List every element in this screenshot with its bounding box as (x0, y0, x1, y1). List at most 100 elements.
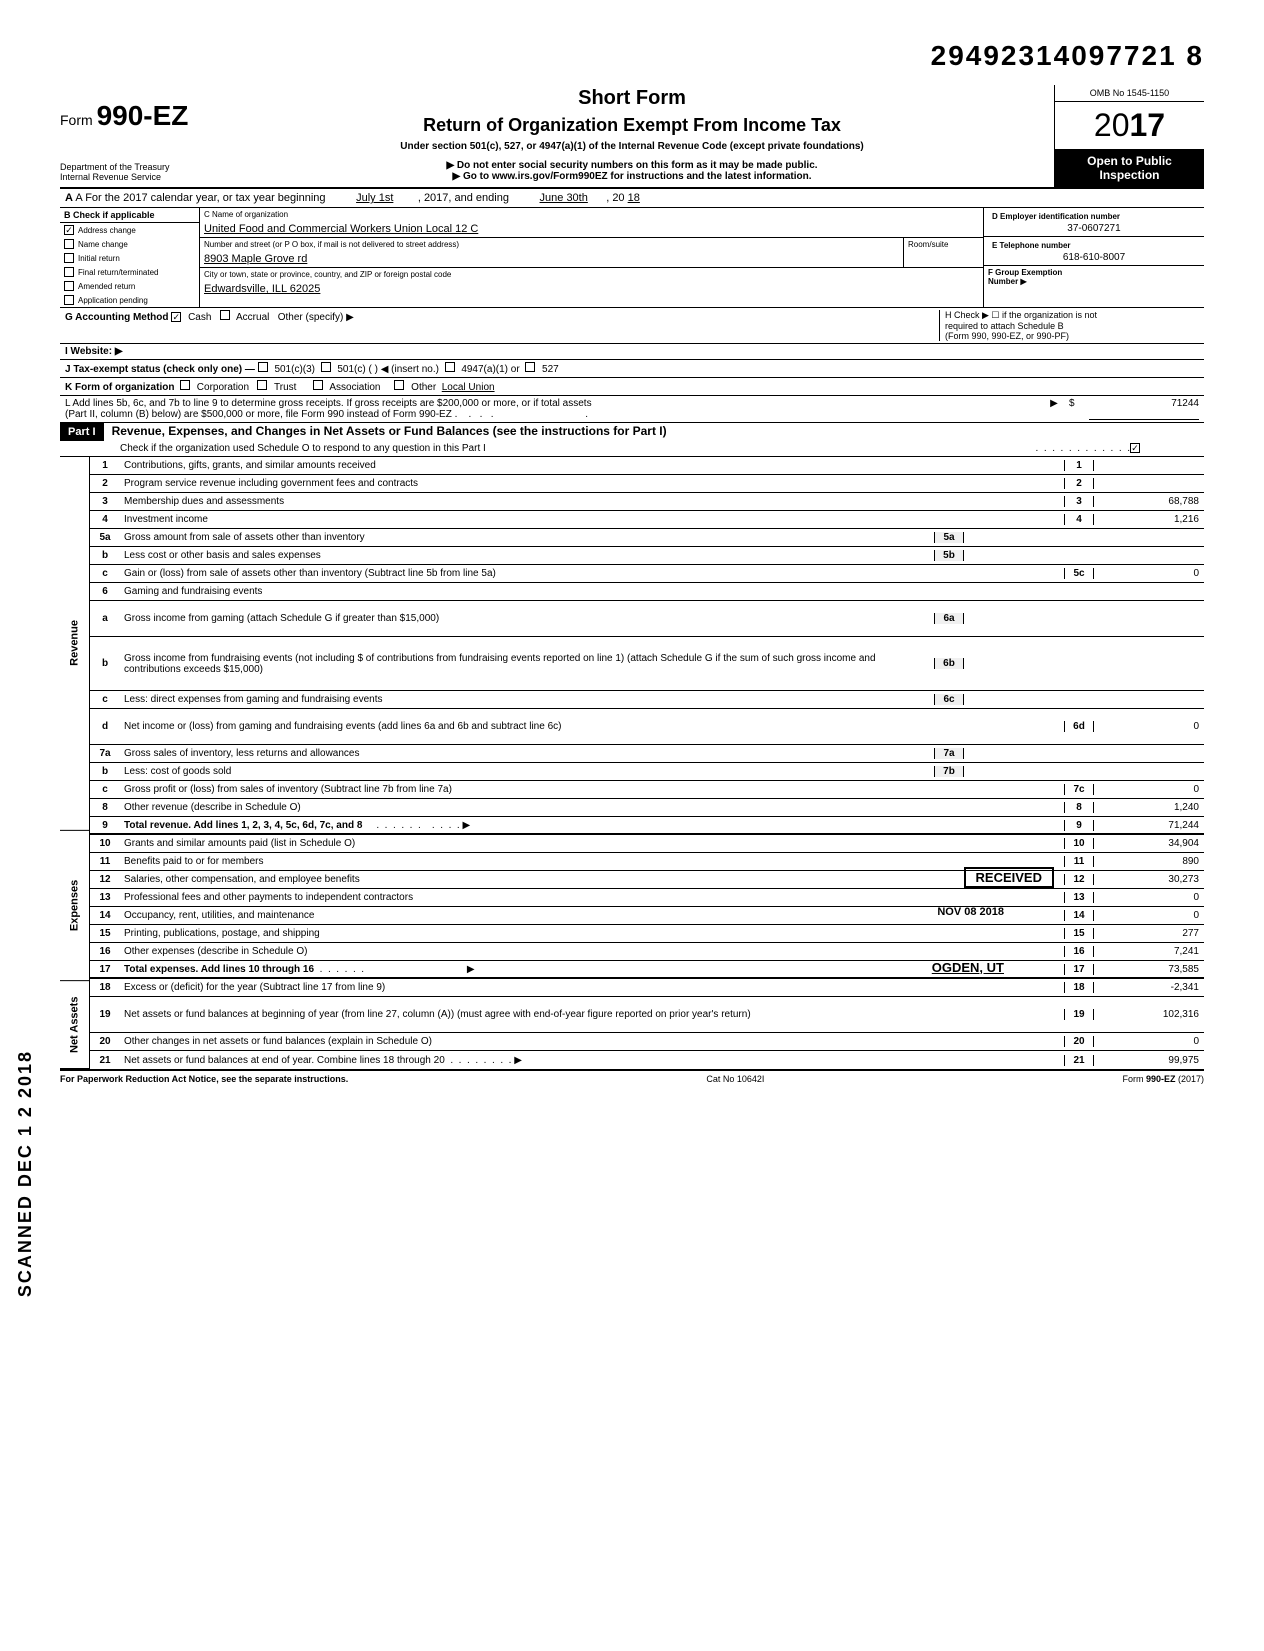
form-number-big: 990-EZ (97, 100, 189, 131)
line-17: 17 Total expenses. Add lines 10 through … (90, 961, 1204, 979)
line-5c: c Gain or (loss) from sale of assets oth… (90, 565, 1204, 583)
scanned-stamp: SCANNED DEC 1 2 2018 (15, 1050, 36, 1297)
group-exemption-label: F Group Exemption (988, 268, 1062, 277)
line-6c: c Less: direct expenses from gaming and … (90, 691, 1204, 709)
group-exemption-number: Number ▶ (988, 277, 1027, 286)
revenue-label: Revenue (60, 457, 89, 831)
line-7c: c Gross profit or (loss) from sales of i… (90, 781, 1204, 799)
lines-container: 1 Contributions, gifts, grants, and simi… (90, 457, 1204, 1069)
page-footer: For Paperwork Reduction Act Notice, see … (60, 1071, 1204, 1084)
ssn-note: ▶ Do not enter social security numbers o… (220, 160, 1044, 171)
trust-checkbox[interactable] (257, 380, 267, 390)
line-3: 3 Membership dues and assessments 3 68,7… (90, 493, 1204, 511)
checkbox-initial-return[interactable]: Initial return (60, 251, 199, 265)
checkbox-pending[interactable]: Application pending (60, 293, 199, 307)
room-label: Room/suite (904, 238, 983, 251)
section-g-h: G Accounting Method ✓ Cash Accrual Other… (60, 308, 1204, 344)
section-a-suffix: , 20 (606, 192, 624, 204)
arrow-l: ▶ (1039, 398, 1069, 420)
501c-checkbox[interactable] (321, 362, 331, 372)
corp-checkbox[interactable] (180, 380, 190, 390)
public-inspection: Open to Public Inspection (1055, 149, 1204, 187)
form-number: Form 990-EZ (60, 100, 210, 132)
line-6d: d Net income or (loss) from gaming and f… (90, 709, 1204, 745)
line-18: 18 Excess or (deficit) for the year (Sub… (90, 979, 1204, 997)
subtitle: Under section 501(c), 527, or 4947(a)(1)… (220, 141, 1044, 152)
accrual-checkbox[interactable] (220, 310, 230, 320)
checkbox-final-return[interactable]: Final return/terminated (60, 265, 199, 279)
ein-label: D Employer identification number (988, 210, 1200, 223)
line-19: 19 Net assets or fund balances at beginn… (90, 997, 1204, 1033)
line-13: 13 Professional fees and other payments … (90, 889, 1204, 907)
omb-number: OMB No 1545-1150 (1055, 85, 1204, 102)
form-label-box: Form 990-EZ Department of the Treasury I… (60, 100, 210, 187)
dept-label: Department of the Treasury Internal Reve… (60, 162, 210, 182)
received-office: OGDEN, UT (932, 960, 1004, 975)
year-box: OMB No 1545-1150 2017 Open to Public Ins… (1054, 85, 1204, 187)
section-h: H Check ▶ ☐ if the organization is not r… (939, 310, 1199, 341)
short-form-title: Short Form (220, 87, 1044, 110)
section-l: L Add lines 5b, 6c, and 7b to line 9 to … (60, 396, 1204, 423)
line-7b: b Less: cost of goods sold 7b (90, 763, 1204, 781)
netassets-label: Net Assets (60, 981, 89, 1069)
city-label: City or town, state or province, country… (200, 268, 983, 281)
section-c: C Name of organization United Food and C… (200, 208, 984, 307)
phone-value: 618-610-8007 (988, 252, 1200, 263)
section-a-label: A For the 2017 calendar year, or tax yea… (75, 192, 325, 204)
501c3-checkbox[interactable] (258, 362, 268, 372)
form-header: Form 990-EZ Department of the Treasury I… (60, 82, 1204, 189)
checkbox-amended[interactable]: Amended return (60, 279, 199, 293)
line-6b: b Gross income from fundraising events (… (90, 637, 1204, 691)
section-i: I Website: ▶ (60, 344, 1204, 360)
section-b: B Check if applicable ✓Address change Na… (60, 208, 200, 307)
year-end: June 30th (540, 192, 588, 204)
part1-title: Revenue, Expenses, and Changes in Net As… (107, 421, 672, 441)
schedule-o-note: Check if the organization used Schedule … (120, 443, 1036, 454)
footer-right: Form 990-EZ (2017) (1122, 1074, 1204, 1084)
line-12: 12 Salaries, other compensation, and emp… (90, 871, 1204, 889)
527-checkbox[interactable] (525, 362, 535, 372)
other-org-value: Local Union (442, 382, 495, 393)
expenses-label: Expenses (60, 831, 89, 981)
line-20: 20 Other changes in net assets or fund b… (90, 1033, 1204, 1051)
assoc-checkbox[interactable] (313, 380, 323, 390)
section-a-mid: , 2017, and ending (418, 192, 509, 204)
line-5a: 5a Gross amount from sale of assets othe… (90, 529, 1204, 547)
gross-receipts: 71244 (1089, 398, 1199, 420)
checkbox-address-change[interactable]: ✓Address change (60, 223, 199, 237)
line-15: 15 Printing, publications, postage, and … (90, 925, 1204, 943)
section-j: J Tax-exempt status (check only one) — 5… (60, 360, 1204, 378)
addr-label: Number and street (or P O box, if mail i… (200, 238, 903, 251)
phone-label: E Telephone number (988, 239, 1200, 252)
title-section: Short Form Return of Organization Exempt… (210, 82, 1054, 187)
info-grid: B Check if applicable ✓Address change Na… (60, 208, 1204, 308)
section-labels: Revenue Expenses Net Assets (60, 457, 90, 1069)
schedule-o-checkbox[interactable]: ✓ (1130, 443, 1140, 453)
4947-checkbox[interactable] (445, 362, 455, 372)
line-4: 4 Investment income 4 1,216 (90, 511, 1204, 529)
part1-body: Revenue Expenses Net Assets 1 Contributi… (60, 457, 1204, 1071)
accrual-label: Accrual (236, 312, 269, 323)
line-6a: a Gross income from gaming (attach Sched… (90, 601, 1204, 637)
footer-center: Cat No 10642I (706, 1074, 764, 1084)
line-16: 16 Other expenses (describe in Schedule … (90, 943, 1204, 961)
checkbox-name-change[interactable]: Name change (60, 237, 199, 251)
form-prefix: Form (60, 112, 93, 128)
ein-value: 37-0607271 (988, 223, 1200, 234)
part1-badge: Part I (60, 423, 104, 441)
line-6: 6 Gaming and fundraising events (90, 583, 1204, 601)
org-address: 8903 Maple Grove rd (200, 251, 903, 267)
org-name: United Food and Commercial Workers Union… (200, 221, 983, 237)
line-10: 10 Grants and similar amounts paid (list… (90, 835, 1204, 853)
accounting-method-label: G Accounting Method (65, 312, 169, 323)
section-b-header: B Check if applicable (60, 208, 199, 223)
other-checkbox[interactable] (394, 380, 404, 390)
section-a: A A For the 2017 calendar year, or tax y… (60, 189, 1204, 208)
year-begin: July 1st (356, 192, 393, 204)
received-date: NOV 08 2018 (937, 906, 1004, 918)
part1-header-row: Part I Revenue, Expenses, and Changes in… (60, 423, 1204, 457)
cash-checkbox[interactable]: ✓ (171, 312, 181, 322)
other-method-label: Other (specify) ▶ (278, 312, 354, 323)
dollar-sign: $ (1069, 398, 1089, 420)
org-name-label: C Name of organization (200, 208, 983, 221)
